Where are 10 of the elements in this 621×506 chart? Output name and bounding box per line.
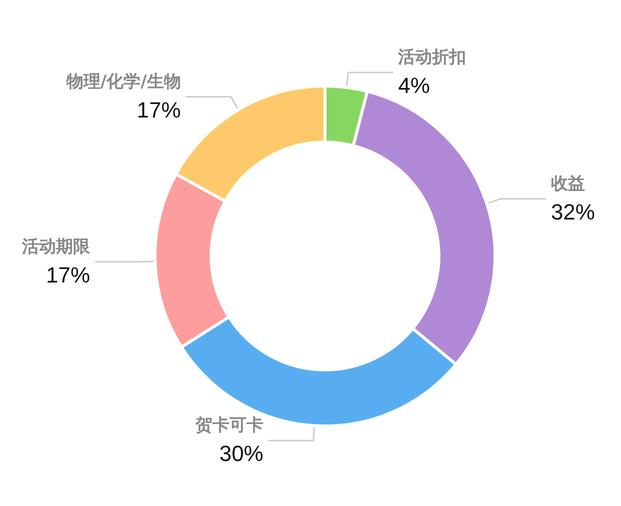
- slice-label: 贺卡可卡: [194, 416, 264, 436]
- data-label: 17%: [136, 97, 181, 122]
- data-label: 17%: [46, 262, 90, 288]
- slice-label: 活动折扣: [397, 47, 466, 68]
- slice-label: 收益: [550, 174, 585, 194]
- data-label: 4%: [398, 72, 430, 98]
- data-label: 32%: [550, 199, 595, 224]
- slice-label: 活动期限: [21, 236, 92, 257]
- data-label: 30%: [219, 441, 264, 466]
- slice-label: 物理/化学/生物: [65, 72, 181, 92]
